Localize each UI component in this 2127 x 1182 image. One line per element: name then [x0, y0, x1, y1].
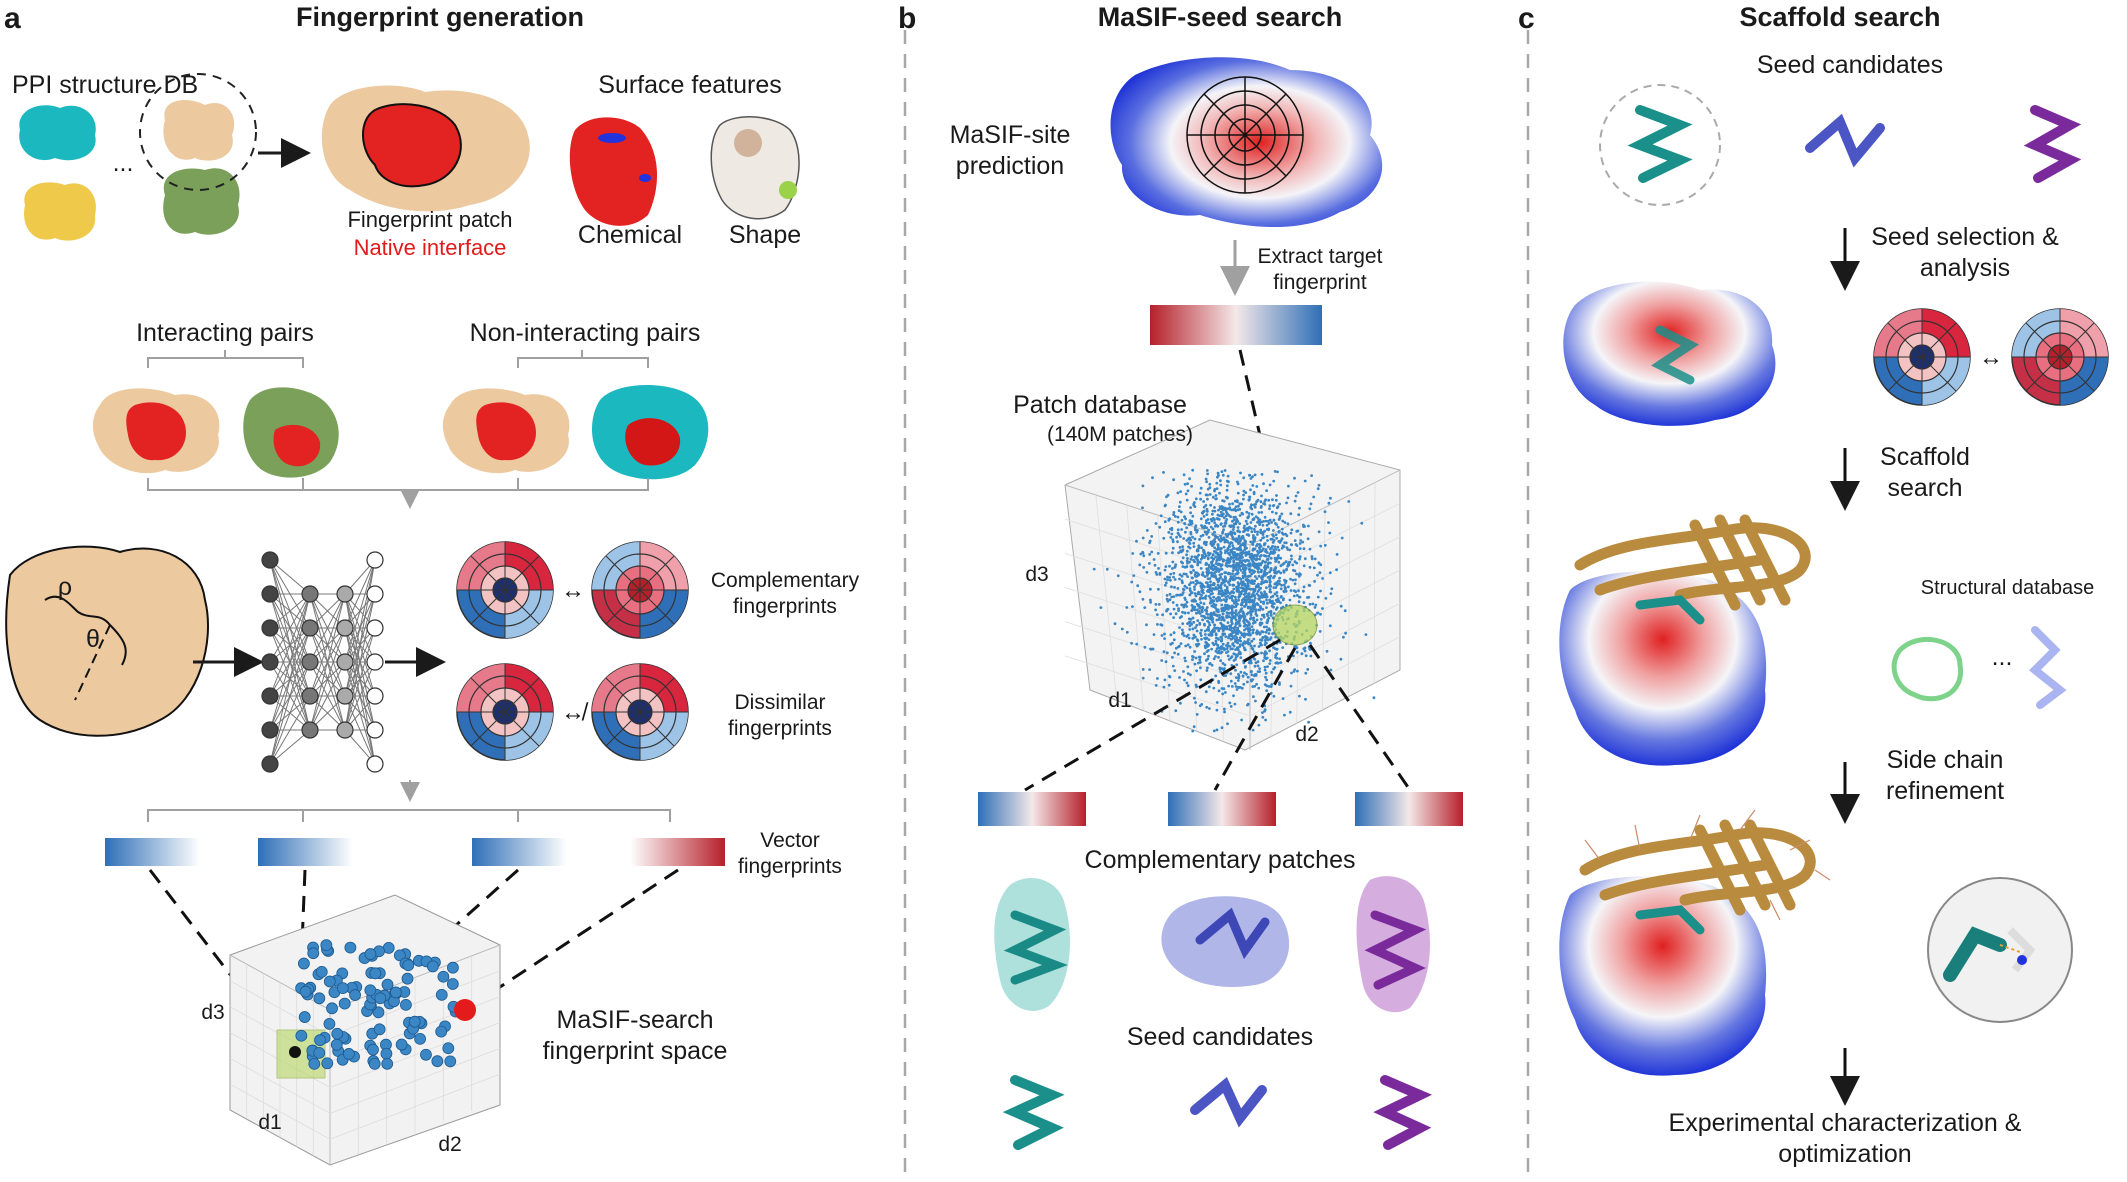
seed-candidates-b-label: Seed candidates	[1126, 1023, 1314, 1051]
surface-features-label: Surface features	[598, 71, 782, 99]
space-b-axis-d3: d3	[1025, 563, 1049, 586]
vector-bracket	[147, 780, 671, 822]
nn-node	[336, 619, 354, 637]
vector-fingerprints-label: Vector fingerprints	[738, 829, 842, 879]
nn-node	[301, 687, 319, 705]
zoom-inset	[1927, 877, 2073, 1023]
nn-node	[261, 687, 279, 705]
patch-database-label: Patch database	[1013, 391, 1187, 419]
space-a-axis-d3: d3	[201, 1001, 225, 1024]
svg-text:↔: ↔	[561, 577, 585, 604]
panel-title-c: Scaffold search	[1739, 2, 1941, 32]
interacting-pairs-label: Interacting pairs	[136, 319, 314, 347]
panel-title-a: Fingerprint generation	[295, 2, 584, 32]
non-interacting-pair-proteins	[442, 384, 709, 480]
space-b-axis-d1: d1	[1108, 689, 1132, 712]
nn-node	[366, 687, 384, 705]
shape-label: Shape	[728, 221, 802, 249]
nn-node	[301, 585, 319, 603]
nn-node	[261, 619, 279, 637]
seed-candidate-helices-c	[1627, 105, 2082, 183]
patch-to-vectors-lines	[1024, 638, 1412, 792]
fingerprint-patch-protein	[321, 85, 530, 212]
surface-feature-chemical	[569, 117, 658, 226]
nn-node	[336, 585, 354, 603]
nn-node	[366, 755, 384, 773]
seed-candidate-helices-b	[1002, 1075, 1433, 1150]
nn-node	[366, 721, 384, 739]
extract-fingerprint-label: Extract target fingerprint	[1257, 245, 1383, 295]
ppi-db-label: PPI structure DB	[12, 71, 199, 99]
nn-node	[366, 551, 384, 569]
complementary-patch-blobs	[994, 876, 1430, 1013]
patch-count-label: (140M patches)	[1047, 423, 1193, 446]
fingerprint-wheels-a: ↔ ↮	[456, 541, 689, 761]
nn-nodes	[261, 551, 384, 773]
fingerprint-patch-label: Fingerprint patch	[347, 207, 513, 232]
scaffold-search-label: Scaffold search	[1880, 443, 1970, 503]
rho-label: ρ	[57, 573, 73, 601]
masif-site-label: MaSIF-site prediction	[949, 121, 1071, 181]
nn-node	[261, 551, 279, 569]
nn-node	[366, 619, 384, 637]
nn-node	[301, 721, 319, 739]
masif-site-protein	[1110, 57, 1383, 228]
ppi-ellipsis: ...	[112, 149, 134, 177]
panel-title-b: MaSIF-seed search	[1097, 2, 1343, 32]
seed-selection-protein	[1563, 281, 1776, 426]
structural-database-icons	[1891, 626, 2067, 709]
selected-seed-circle	[1599, 84, 1721, 206]
nn-node	[336, 721, 354, 739]
nn-node	[261, 585, 279, 603]
svg-text:↔: ↔	[1979, 344, 2003, 371]
nn-node	[261, 755, 279, 773]
nn-node	[336, 653, 354, 671]
nn-node	[366, 653, 384, 671]
panel-letter-b: b	[898, 2, 917, 35]
chemical-label: Chemical	[577, 221, 683, 249]
svg-text:↮: ↮	[561, 699, 589, 726]
nn-node	[261, 653, 279, 671]
panel-letter-a: a	[4, 2, 21, 35]
interacting-pairs-bracket	[147, 350, 649, 368]
target-fingerprint-vector	[1150, 305, 1322, 345]
native-interface-label: Native interface	[353, 235, 507, 260]
dissimilar-fingerprints-label: Dissimilar fingerprints	[728, 691, 832, 741]
seed-candidates-c-label: Seed candidates	[1756, 51, 1944, 79]
interacting-pair-proteins	[92, 387, 339, 478]
patch-database-3d	[1064, 419, 1401, 751]
fingerprint-wheels-c: ↔	[1873, 308, 2109, 406]
nn-node	[261, 721, 279, 739]
pairs-merge-bracket	[147, 478, 649, 509]
nn-node	[301, 653, 319, 671]
ppi-db-proteins	[19, 73, 257, 241]
structural-db-ellipsis: ...	[1991, 643, 2013, 671]
experimental-label: Experimental characterization & optimiza…	[1668, 1109, 2022, 1169]
side-chain-label: Side chain refinement	[1885, 746, 2005, 806]
complementary-fingerprints-label: Complementary fingerprints	[710, 569, 860, 619]
seed-selection-label: Seed selection & analysis	[1871, 223, 2059, 283]
space-a-axis-d2: d2	[438, 1133, 462, 1156]
space-b-axis-d2: d2	[1295, 723, 1319, 746]
structural-database-label: Structural database	[1920, 577, 2095, 599]
scaffold-complex	[1559, 514, 1811, 766]
vector-fingerprints-a	[105, 838, 725, 866]
theta-label: θ	[86, 625, 100, 653]
refined-complex	[1559, 809, 1831, 1076]
panel-letter-c: c	[1518, 2, 1535, 35]
surface-feature-shape	[710, 116, 800, 220]
geodesic-patch	[5, 545, 209, 737]
space-a-axis-d1: d1	[258, 1111, 282, 1134]
fingerprint-space-label: MaSIF-search fingerprint space	[542, 1006, 728, 1066]
nn-node	[301, 619, 319, 637]
non-interacting-pairs-label: Non-interacting pairs	[469, 319, 701, 347]
nn-node	[336, 687, 354, 705]
nn-node	[366, 585, 384, 603]
complementary-patches-label: Complementary patches	[1084, 846, 1356, 874]
neural-network	[269, 559, 376, 765]
fingerprint-space-3d	[229, 894, 501, 1166]
complementary-vectors	[978, 792, 1463, 826]
